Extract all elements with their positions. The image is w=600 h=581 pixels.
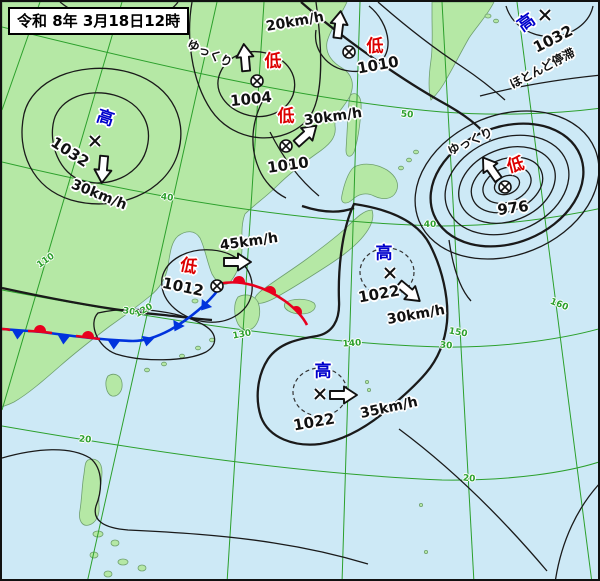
kyushu-island xyxy=(234,294,261,331)
isobar xyxy=(479,74,598,97)
isobar xyxy=(252,99,287,199)
asia-continent xyxy=(2,2,353,408)
isobar xyxy=(93,308,216,361)
chart-date-title: 令和 8年 3月18日12時 xyxy=(8,7,190,35)
isobar xyxy=(314,5,389,73)
grid-label-lat40-west: 40 xyxy=(160,192,174,204)
meridian-110e xyxy=(2,2,123,411)
deep-low-isobar-rings xyxy=(414,110,598,260)
sakhalin-island xyxy=(345,93,362,157)
northeast-landmass xyxy=(428,2,495,101)
low-center-mark xyxy=(210,279,224,293)
warm-front-line xyxy=(217,281,309,326)
meridian-120e xyxy=(87,2,218,579)
low-center-mark xyxy=(250,74,264,88)
grid-label-lat50: 50 xyxy=(400,109,414,121)
stationary-front-red-segment xyxy=(75,334,101,341)
east-high-symbol: 高 xyxy=(375,243,393,264)
grid-label-lat20-east: 20 xyxy=(462,473,476,485)
isobar xyxy=(21,67,182,205)
mid-low-symbol: 低 xyxy=(277,106,295,127)
stationary-front-red-segment xyxy=(27,329,53,335)
south-high-symbol: 高 xyxy=(314,361,332,382)
meridian-160e xyxy=(516,2,592,579)
low-center-mark xyxy=(342,45,356,59)
hokkaido-island xyxy=(341,163,398,204)
grid-label-lat30-east: 30 xyxy=(439,340,453,352)
high-center-dashed-ring xyxy=(359,247,415,297)
shikoku-island xyxy=(284,298,316,315)
taiwan-island xyxy=(105,373,123,397)
top-low-symbol: 低 xyxy=(366,36,384,57)
isobar xyxy=(448,239,472,302)
landmass-group xyxy=(2,2,499,578)
isobar xyxy=(555,484,598,579)
isobar xyxy=(161,249,253,323)
pressure-center-marks xyxy=(88,8,552,401)
isobar xyxy=(269,131,320,197)
stationary-front-red-segment xyxy=(2,327,11,332)
isobar xyxy=(377,2,506,101)
low-center-mark xyxy=(279,139,293,153)
low-1004-symbol: 低 xyxy=(264,51,282,72)
grid-label-lat20-west: 20 xyxy=(78,434,92,446)
grid-label-lon140: 140 xyxy=(342,338,362,350)
warm-front-marker xyxy=(233,275,246,283)
stationary-front-cold-marker xyxy=(107,339,121,350)
isobar-bold xyxy=(256,202,449,446)
parallel-50n xyxy=(2,26,598,115)
isobar xyxy=(398,428,548,572)
high-center-mark xyxy=(88,134,102,148)
cold-front-line xyxy=(132,289,220,343)
luzon-island xyxy=(79,458,103,526)
grid-label-lat40-east: 40 xyxy=(423,220,437,230)
high-center-mark xyxy=(383,266,397,280)
isobar-bold xyxy=(2,286,213,322)
isobar-bold xyxy=(300,2,491,141)
isobar-bold xyxy=(301,204,355,213)
small-islands xyxy=(89,13,499,578)
isobar xyxy=(188,2,322,139)
high-center-mark xyxy=(538,8,552,22)
meridian-150e xyxy=(441,2,475,579)
meridian-130e xyxy=(226,2,265,579)
movement-arrow-east xyxy=(329,385,358,405)
parallel-20n xyxy=(2,425,598,481)
high-center-mark xyxy=(313,387,327,401)
meridian-140e xyxy=(341,2,361,579)
isobar xyxy=(2,449,369,565)
low-center-mark xyxy=(498,180,512,194)
front-group xyxy=(2,275,309,350)
isobar xyxy=(505,5,594,38)
isobar xyxy=(51,92,150,184)
